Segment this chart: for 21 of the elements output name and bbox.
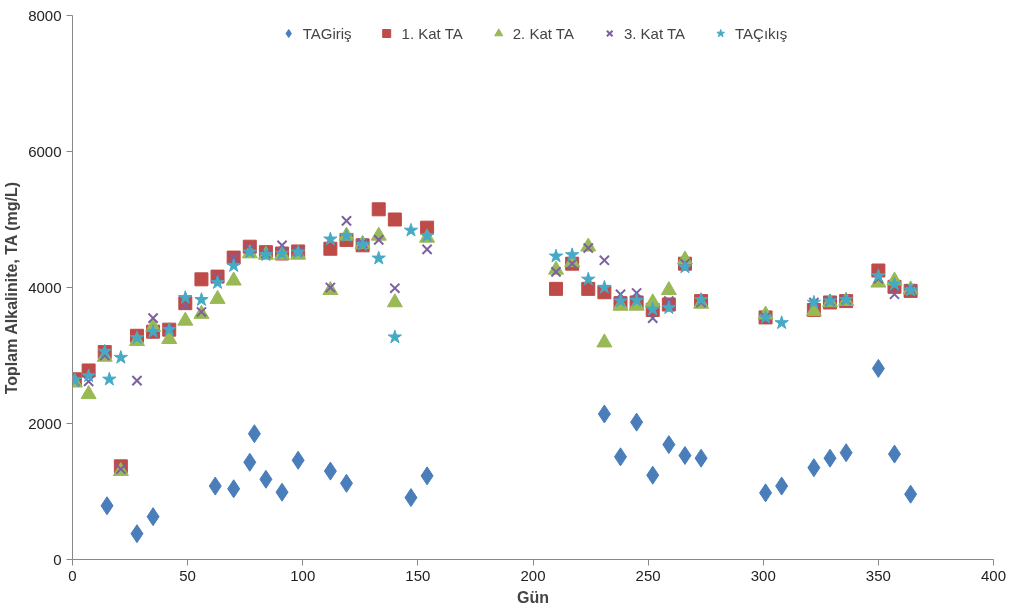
legend-label: TAGiriş: [302, 24, 352, 42]
x-tick-label: 200: [520, 566, 546, 584]
legend-label: 3. Kat TA: [623, 24, 686, 42]
x-tick-label: 100: [290, 566, 316, 584]
x-tick-label: 150: [405, 566, 431, 584]
x-tick-label: 300: [750, 566, 776, 584]
y-tick-label: 6000: [28, 142, 62, 160]
legend-label: TAÇıkış: [735, 24, 788, 42]
x-axis-title: Gün: [517, 588, 549, 606]
x-tick-label: 0: [68, 566, 77, 584]
y-axis-title: Toplam Alkalinite, TA (mg/L): [3, 181, 21, 395]
x-tick-label: 350: [865, 566, 891, 584]
x-tick-label: 250: [635, 566, 661, 584]
y-tick-label: 8000: [28, 6, 62, 24]
x-tick-label: 50: [179, 566, 196, 584]
y-tick-label: 0: [53, 550, 62, 568]
y-tick-label: 2000: [28, 414, 62, 432]
legend-label: 1. Kat TA: [401, 24, 463, 42]
y-tick-label: 4000: [28, 278, 62, 296]
legend-label: 2. Kat TA: [512, 24, 574, 42]
x-tick-label: 400: [980, 566, 1007, 584]
